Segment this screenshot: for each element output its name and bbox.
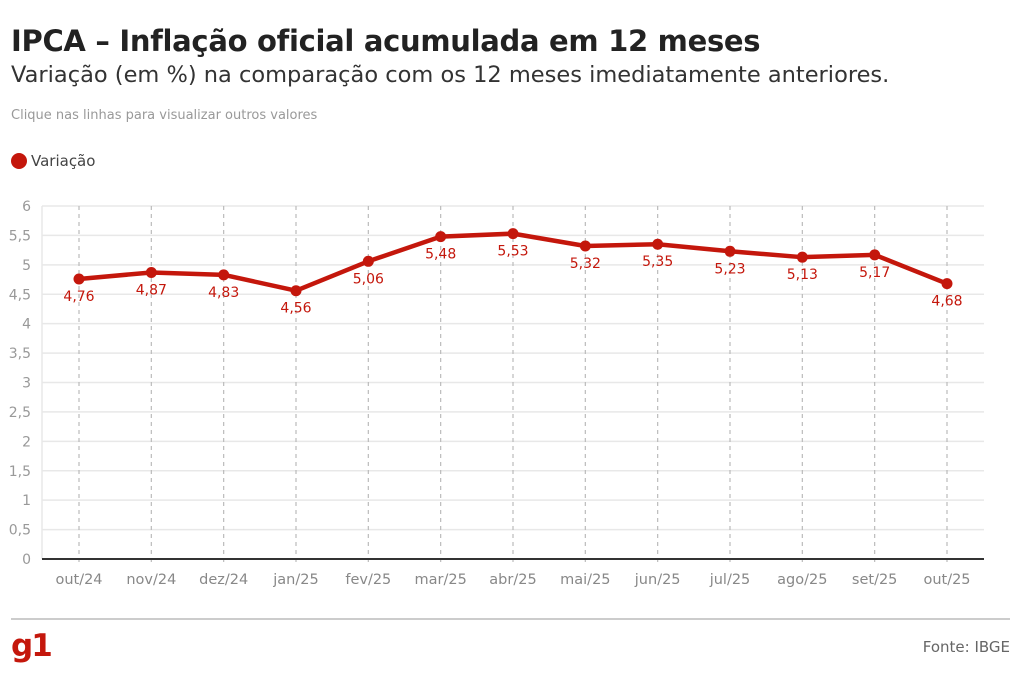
y-tick-label: 4 (22, 317, 31, 333)
legend-label: Variação (31, 152, 96, 170)
source-text: Fonte: IBGE (922, 638, 1010, 656)
data-label: 4,56 (280, 301, 311, 317)
x-tick-label: mar/25 (415, 572, 467, 588)
x-tick-label: ago/25 (777, 572, 827, 588)
data-point (435, 231, 447, 243)
x-tick-label: set/25 (852, 572, 898, 588)
x-tick-label: nov/24 (126, 572, 176, 588)
hint-text: Clique nas linhas para visualizar outros… (11, 108, 318, 123)
data-label: 5,23 (714, 261, 745, 277)
y-tick-label: 2 (22, 434, 31, 450)
data-label: 5,13 (787, 267, 818, 283)
data-point (724, 245, 736, 257)
x-tick-label: jul/25 (709, 572, 751, 588)
x-tick-label: out/25 (923, 572, 970, 588)
data-point (73, 273, 85, 285)
chart-title: IPCA – Inflação oficial acumulada em 12 … (11, 24, 761, 58)
data-point (941, 278, 953, 290)
y-tick-label: 4,5 (9, 287, 31, 303)
data-point (652, 238, 664, 250)
data-point (796, 251, 808, 263)
x-tick-label: mai/25 (560, 572, 610, 588)
y-tick-label: 0,5 (9, 523, 31, 539)
chart-subtitle: Variação (em %) na comparação com os 12 … (11, 62, 890, 88)
y-tick-label: 5 (22, 258, 31, 274)
y-tick-label: 0 (22, 552, 31, 568)
y-tick-label: 5,5 (9, 228, 31, 244)
data-label: 4,68 (931, 294, 962, 310)
y-tick-label: 1 (22, 493, 31, 509)
data-point (145, 266, 157, 278)
data-point (218, 269, 230, 281)
data-point (579, 240, 591, 252)
data-label: 5,35 (642, 254, 673, 270)
y-tick-label: 3,5 (9, 346, 31, 362)
x-tick-label: jan/25 (272, 572, 318, 588)
x-tick-label: abr/25 (489, 572, 536, 588)
data-label: 4,87 (136, 282, 167, 298)
x-tick-label: jun/25 (634, 572, 681, 588)
data-label: 4,76 (63, 289, 94, 305)
y-tick-label: 2,5 (9, 405, 31, 421)
data-label: 4,83 (208, 285, 239, 301)
x-tick-label: out/24 (55, 572, 102, 588)
legend-dot-icon (11, 153, 27, 169)
data-label: 5,53 (497, 244, 528, 260)
y-tick-label: 6 (22, 199, 31, 215)
x-tick-label: fev/25 (345, 572, 391, 588)
data-label: 5,48 (425, 247, 456, 263)
line-chart: 0 0,5 1 1,5 2 2,5 3 3,5 4 4,5 5 5,5 6 out/24 nov/24 dez… (9, 199, 984, 588)
y-tick-label: 3 (22, 376, 31, 392)
data-label: 5,06 (353, 271, 384, 287)
data-label: 5,17 (859, 265, 890, 281)
data-point (362, 255, 374, 267)
y-tick-label: 1,5 (9, 464, 31, 480)
x-tick-label: dez/24 (199, 572, 248, 588)
data-point (507, 228, 519, 240)
g1-logo: g1 (11, 628, 53, 664)
legend-item[interactable]: Variação (11, 152, 95, 170)
footer-divider (11, 618, 1010, 620)
data-point (869, 249, 881, 261)
data-label: 5,32 (570, 256, 601, 272)
data-point (290, 285, 302, 297)
